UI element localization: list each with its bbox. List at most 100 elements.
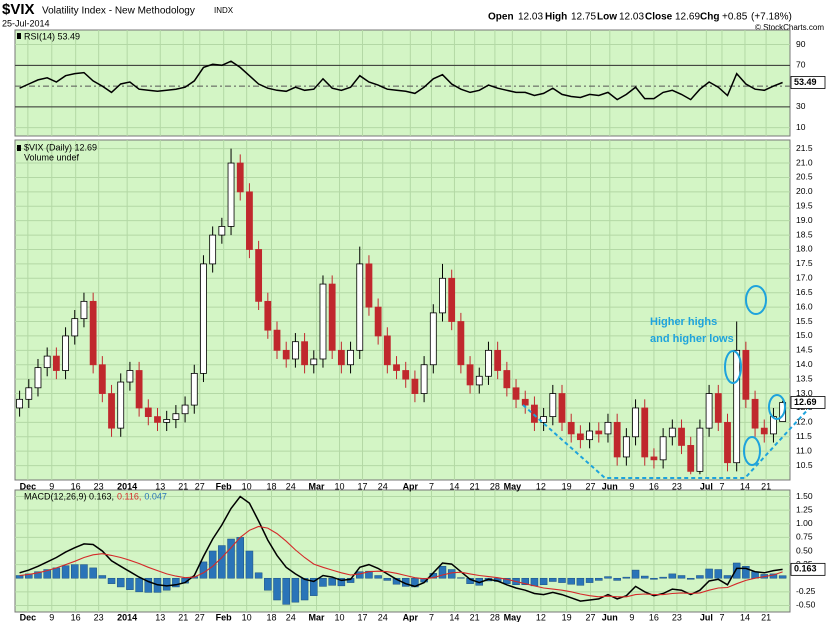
histogram-bar	[714, 569, 723, 579]
histogram-bar	[98, 575, 107, 579]
candle-body	[733, 349, 741, 464]
open-value: 12.03	[518, 12, 543, 23]
candle-body	[264, 300, 272, 331]
x-tick-label: 13	[155, 481, 165, 491]
x-tick-label: 16	[71, 612, 81, 622]
y-tick-label: 18.0	[796, 244, 813, 254]
candle-body	[696, 427, 704, 472]
histogram-bar	[208, 550, 217, 579]
date: 25-Jul-2014	[2, 18, 50, 28]
y-tick-label: 70	[796, 60, 806, 70]
x-tick-label: 10	[242, 612, 252, 622]
histogram-bar	[521, 577, 529, 586]
histogram-bar	[723, 575, 732, 579]
y-tick-label: 16.5	[796, 287, 813, 297]
histogram-bar	[71, 564, 79, 579]
candle-body	[135, 370, 143, 409]
x-tick-label: 16	[649, 481, 659, 491]
y-tick-label: 14.5	[796, 345, 813, 355]
x-tick-label: 21	[470, 481, 480, 491]
x-tick-label: 2014	[117, 481, 137, 491]
candle-body	[80, 300, 88, 320]
candle-body	[613, 421, 621, 458]
histogram-bar	[52, 567, 61, 579]
candle-body	[402, 370, 410, 380]
annotation: Higher highs	[650, 316, 717, 328]
histogram-bar	[291, 577, 300, 603]
histogram-bar	[383, 577, 392, 581]
y-tick-label: -0.25	[796, 586, 816, 596]
annotation-circle	[724, 350, 742, 384]
histogram-bar	[135, 577, 143, 593]
candle-body	[117, 381, 125, 429]
y-tick-label: 20.5	[796, 172, 813, 182]
x-tick-label: 23	[94, 612, 104, 622]
histogram-bar	[778, 575, 787, 579]
y-tick-label: 20.0	[796, 186, 813, 196]
histogram-bar	[705, 568, 713, 579]
candle-body	[190, 372, 198, 406]
candle-body	[356, 263, 364, 351]
candle-body	[742, 349, 750, 400]
x-tick-label: 21	[178, 612, 188, 622]
candle-body	[558, 393, 566, 423]
candle-body	[43, 355, 51, 369]
histogram-bar	[732, 562, 741, 579]
histogram-bar	[742, 566, 750, 579]
y-tick-label: 10.5	[796, 460, 813, 470]
histogram-bar	[650, 577, 658, 580]
annotation-circle	[768, 394, 786, 420]
x-tick-label: 14	[449, 481, 459, 491]
histogram-bar	[254, 572, 263, 579]
x-tick-label: 27	[195, 481, 205, 491]
candle-body	[319, 283, 327, 360]
y-tick-label: 12.0	[796, 417, 813, 427]
candle-body	[172, 413, 180, 420]
histogram-bar	[282, 577, 290, 605]
x-tick-label: Mar	[309, 612, 326, 622]
histogram-bar	[659, 576, 667, 579]
candle-body	[705, 393, 713, 429]
close-value: 12.69	[675, 12, 700, 23]
y-tick-label: 1.25	[796, 504, 813, 514]
histogram-bar	[438, 566, 447, 579]
candle-body	[779, 402, 787, 422]
x-tick-label: 14	[740, 481, 750, 491]
x-tick-label: 10	[242, 481, 252, 491]
last-value-label: 0.163	[794, 564, 817, 574]
x-tick-label: May	[504, 612, 522, 622]
chg-pct: (+7.18%)	[751, 12, 792, 23]
histogram-bar	[613, 577, 621, 581]
candle-body	[503, 370, 511, 389]
legend-entry: MACD(12,26,9) 0.163,	[24, 491, 114, 501]
candle-body	[549, 393, 557, 418]
x-tick-label: 24	[286, 612, 296, 622]
candle-body	[429, 312, 437, 366]
candle-body	[512, 387, 520, 400]
y-tick-label: 10	[796, 122, 806, 132]
candle-body	[760, 427, 768, 435]
histogram-bar	[640, 575, 649, 579]
candle-body	[604, 421, 612, 435]
histogram-bar	[558, 577, 566, 583]
x-tick-label: 23	[672, 481, 682, 491]
histogram-bar	[172, 577, 180, 588]
candle-body	[154, 416, 161, 423]
histogram-bar	[107, 577, 116, 584]
candle-body	[622, 436, 630, 458]
x-tick-label: 7	[719, 612, 724, 622]
candle-body	[567, 421, 575, 435]
candle-body	[531, 404, 538, 423]
candle-body	[383, 335, 391, 366]
candle-body	[291, 341, 299, 360]
histogram-bar	[677, 575, 686, 579]
candle-body	[365, 263, 373, 308]
histogram-bar	[696, 575, 704, 579]
candle-body	[98, 364, 106, 394]
candle-body	[420, 364, 428, 394]
x-tick-label: 27	[585, 481, 595, 491]
candle-body	[328, 283, 336, 351]
legend-entry: 0.047	[144, 491, 167, 501]
y-tick-label: 15.0	[796, 330, 813, 340]
